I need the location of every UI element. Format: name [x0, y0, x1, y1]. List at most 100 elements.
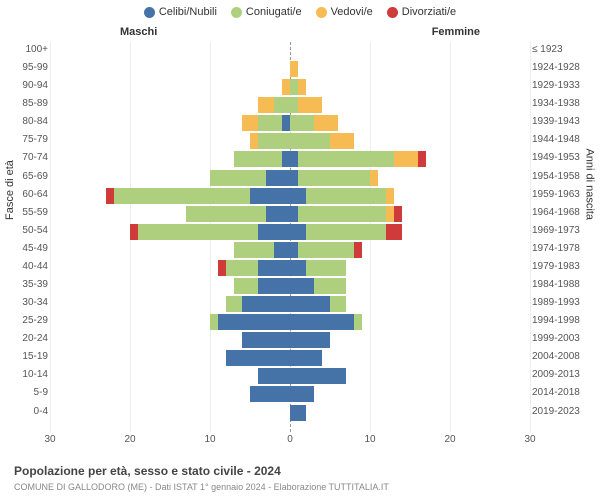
bar-segment [290, 151, 298, 167]
birth-year-label: 1964-1968 [532, 207, 586, 218]
bar-segment [298, 170, 370, 186]
x-tick-label: 20 [444, 434, 455, 445]
legend-label: Divorziati/e [402, 6, 456, 18]
bar-segment [250, 386, 290, 402]
male-half [50, 150, 290, 168]
male-half [50, 349, 290, 367]
pyramid-row: 50-541969-1973 [50, 223, 530, 241]
legend-dot-icon [231, 7, 242, 18]
birth-year-label: 1979-1983 [532, 261, 586, 272]
x-tick-label: 0 [287, 434, 293, 445]
legend-dot-icon [387, 7, 398, 18]
pyramid-row: 15-192004-2008 [50, 349, 530, 367]
male-half [50, 42, 290, 60]
bar-segment [306, 188, 386, 204]
age-label: 5-9 [14, 387, 48, 398]
legend-item: Vedovi/e [316, 6, 373, 18]
bar-segment [250, 188, 290, 204]
female-half [290, 295, 530, 313]
bar-segment [290, 170, 298, 186]
pyramid-row: 90-941929-1933 [50, 78, 530, 96]
bar-segment [298, 79, 306, 95]
pyramid-row: 0-42019-2023 [50, 404, 530, 422]
bar-segment [258, 133, 290, 149]
female-half [290, 78, 530, 96]
female-half [290, 150, 530, 168]
bar-segment [138, 224, 258, 240]
bar-segment [242, 296, 290, 312]
bar-segment [306, 260, 346, 276]
age-label: 60-64 [14, 189, 48, 200]
age-label: 100+ [14, 44, 48, 55]
pyramid-row: 100+≤ 1923 [50, 42, 530, 60]
birth-year-label: 1969-1973 [532, 225, 586, 236]
bar-segment [186, 206, 266, 222]
female-half [290, 277, 530, 295]
age-label: 35-39 [14, 279, 48, 290]
bar-segment [418, 151, 426, 167]
age-label: 0-4 [14, 406, 48, 417]
plot-area: 100+≤ 192395-991924-192890-941929-193385… [50, 42, 530, 432]
x-tick-label: 20 [124, 434, 135, 445]
pyramid-row: 35-391984-1988 [50, 277, 530, 295]
legend-dot-icon [144, 7, 155, 18]
age-label: 10-14 [14, 369, 48, 380]
male-half [50, 223, 290, 241]
bar-segment [258, 260, 290, 276]
bar-segment [234, 242, 274, 258]
pyramid-row: 20-241999-2003 [50, 331, 530, 349]
age-label: 90-94 [14, 80, 48, 91]
legend-label: Celibi/Nubili [159, 6, 217, 18]
age-label: 75-79 [14, 134, 48, 145]
bar-segment [314, 278, 346, 294]
pyramid-row: 5-92014-2018 [50, 385, 530, 403]
x-axis-ticks: 3020100102030 [50, 434, 530, 448]
bar-segment [330, 133, 354, 149]
bar-segment [282, 115, 290, 131]
age-label: 40-44 [14, 261, 48, 272]
bar-segment [386, 188, 394, 204]
female-half [290, 132, 530, 150]
pyramid-row: 40-441979-1983 [50, 259, 530, 277]
bar-segment [290, 296, 330, 312]
legend: Celibi/Nubili Coniugati/e Vedovi/e Divorzia… [0, 0, 600, 18]
age-label: 65-69 [14, 171, 48, 182]
pyramid-row: 45-491974-1978 [50, 241, 530, 259]
bar-segment [354, 242, 362, 258]
male-half [50, 367, 290, 385]
bar-segment [210, 314, 218, 330]
y-axis-title-left: Fasce di età [4, 160, 16, 220]
pyramid-row: 75-791944-1948 [50, 132, 530, 150]
pyramid-row: 65-691954-1958 [50, 169, 530, 187]
chart-title: Popolazione per età, sesso e stato civil… [14, 464, 281, 478]
birth-year-label: 1934-1938 [532, 98, 586, 109]
pyramid-row: 85-891934-1938 [50, 96, 530, 114]
age-label: 50-54 [14, 225, 48, 236]
age-label: 55-59 [14, 207, 48, 218]
male-half [50, 295, 290, 313]
female-half [290, 96, 530, 114]
legend-label: Coniugati/e [246, 6, 302, 18]
female-half [290, 385, 530, 403]
female-half [290, 349, 530, 367]
bar-segment [234, 278, 258, 294]
male-half [50, 205, 290, 223]
age-label: 85-89 [14, 98, 48, 109]
pyramid-row: 25-291994-1998 [50, 313, 530, 331]
bar-segment [290, 206, 298, 222]
bar-segment [226, 350, 290, 366]
bar-segment [314, 115, 338, 131]
bar-segment [290, 405, 306, 421]
bar-segment [106, 188, 114, 204]
male-half [50, 187, 290, 205]
female-half [290, 313, 530, 331]
age-label: 95-99 [14, 62, 48, 73]
bar-segment [266, 206, 290, 222]
bar-segment [290, 133, 330, 149]
bar-segment [218, 260, 226, 276]
female-half [290, 223, 530, 241]
chart-container: Celibi/Nubili Coniugati/e Vedovi/e Divorzia… [0, 0, 600, 500]
age-label: 20-24 [14, 333, 48, 344]
pyramid-row: 55-591964-1968 [50, 205, 530, 223]
age-label: 25-29 [14, 315, 48, 326]
